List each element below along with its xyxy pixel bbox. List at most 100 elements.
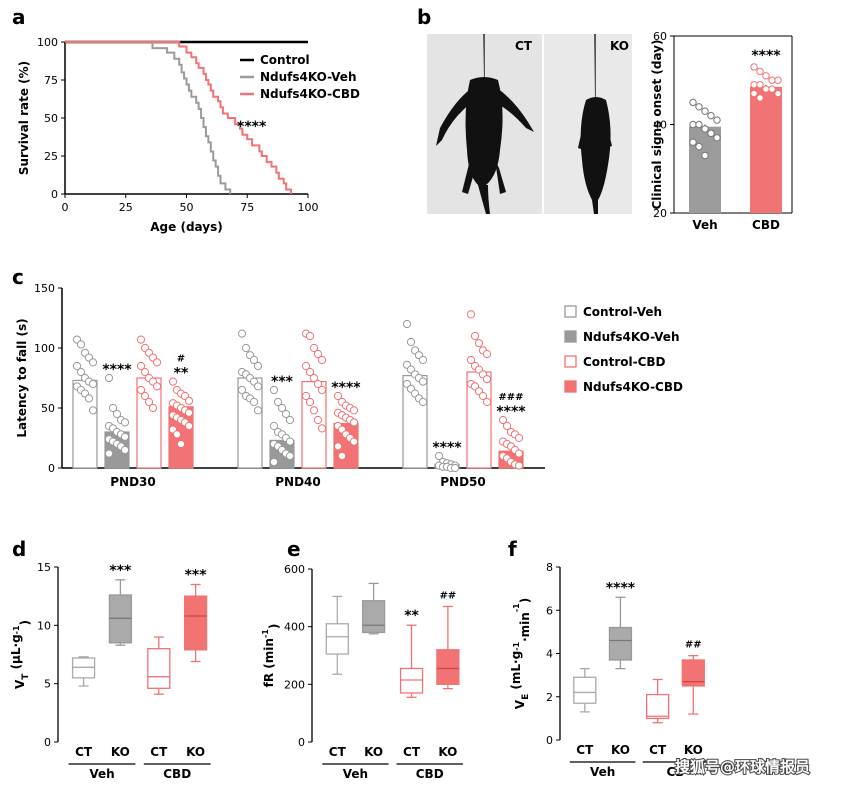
data-point <box>285 451 295 461</box>
group-label: Veh <box>343 767 368 781</box>
y-tick-label: 75 <box>44 74 58 87</box>
x-tick-label: 100 <box>298 201 319 214</box>
data-point <box>88 379 98 389</box>
significance-marker: *** <box>185 568 208 584</box>
data-point <box>301 391 311 401</box>
data-point <box>750 63 758 71</box>
bar-CBD <box>750 86 782 213</box>
data-point <box>402 319 412 329</box>
panel-label-a: a <box>12 5 26 29</box>
data-point <box>750 89 758 98</box>
y-tick-label: 2 <box>546 691 553 704</box>
data-point <box>349 406 359 415</box>
x-tick-label: CT <box>576 743 594 757</box>
legend-label: Control-Veh <box>583 305 662 319</box>
y-axis-label: VT (µL·g-1) <box>9 620 32 689</box>
y-label-part: ) <box>267 624 281 629</box>
y-axis-label: Clinical signs onset (day) <box>650 40 664 210</box>
y-label-part: ) <box>518 598 532 603</box>
y-label-part: (µL·g <box>9 634 23 673</box>
legend-swatch <box>564 355 577 368</box>
y-tick-label: 50 <box>41 402 55 415</box>
data-point <box>713 134 721 142</box>
data-point <box>184 408 194 417</box>
data-point <box>317 424 327 433</box>
data-point <box>184 396 194 405</box>
data-point <box>253 382 263 391</box>
box <box>147 648 171 689</box>
data-point <box>466 310 476 319</box>
data-point <box>168 377 178 386</box>
data-point <box>313 415 323 425</box>
data-point <box>140 367 150 377</box>
data-point <box>136 335 146 344</box>
data-point <box>176 439 186 449</box>
data-point <box>514 433 524 443</box>
legend-swatch <box>564 330 577 343</box>
y-label-part: fR (min <box>262 638 276 687</box>
data-point <box>470 331 480 341</box>
significance-marker: **** <box>432 440 462 456</box>
x-tick-label: 50 <box>180 201 194 214</box>
ct-mouse-image <box>436 34 534 214</box>
data-point <box>120 445 130 455</box>
data-point <box>713 116 721 124</box>
data-point <box>301 361 311 371</box>
data-point <box>184 421 194 431</box>
y-axis-label: VE (mL·g-1·min-1) <box>509 598 532 709</box>
x-tick-label: 25 <box>119 201 133 214</box>
data-point <box>349 418 359 427</box>
data-point <box>768 76 776 84</box>
data-point <box>762 72 770 80</box>
group-label: Veh <box>89 767 114 781</box>
y-tick-label: 5 <box>44 678 51 691</box>
box <box>325 623 349 655</box>
data-point <box>172 430 182 439</box>
data-point <box>104 373 114 383</box>
data-point <box>269 457 279 467</box>
data-point <box>406 337 416 347</box>
significance-marker: ** <box>404 608 419 624</box>
data-point <box>707 111 715 120</box>
data-point <box>249 355 259 365</box>
x-tick-label: 75 <box>240 201 254 214</box>
data-point <box>108 403 118 413</box>
y-label-part: T <box>21 673 31 680</box>
group-label: CBD <box>163 767 191 781</box>
y-tick-label: 0 <box>51 188 58 201</box>
legend-label: Control <box>260 53 310 67</box>
data-point <box>707 129 715 138</box>
y-label-part: ·min <box>518 612 532 642</box>
y-label-part: -1 <box>261 629 270 638</box>
group-label: CB <box>666 765 684 779</box>
y-tick-label: 50 <box>44 112 58 125</box>
data-point <box>76 340 86 349</box>
legend-swatch <box>564 380 577 393</box>
hash-marker: # <box>177 354 185 365</box>
survival-chart: 0 25 50 75 100 0 25 50 75 100 Age (days) Survival r… <box>17 36 360 234</box>
data-point <box>750 80 758 89</box>
data-point <box>305 331 315 341</box>
data-point <box>514 461 524 470</box>
data-point <box>152 358 162 367</box>
fr-boxplot: 0 200 400 600 fR (min-1) CT KO CT ** KO ## Veh CBD <box>261 563 463 781</box>
x-tick-label: KO <box>438 745 457 759</box>
x-tick-label: KO <box>111 745 130 759</box>
y-tick-label: 100 <box>34 342 55 355</box>
data-point <box>333 442 343 451</box>
data-point <box>277 403 287 413</box>
x-tick-label: KO <box>684 743 703 757</box>
y-tick-label: 0 <box>298 736 305 749</box>
y-axis-label: Survival rate (%) <box>17 61 31 175</box>
data-point <box>305 397 315 407</box>
x-tick-label: PND50 <box>440 475 486 489</box>
mouse-photos: CT KO <box>427 34 632 214</box>
y-tick-label: 15 <box>37 561 51 574</box>
data-point <box>756 80 764 89</box>
data-point <box>253 361 263 371</box>
data-point <box>482 349 492 359</box>
x-tick-label: KO <box>186 745 205 759</box>
data-point <box>88 406 98 415</box>
panel-label-c: c <box>12 265 24 289</box>
